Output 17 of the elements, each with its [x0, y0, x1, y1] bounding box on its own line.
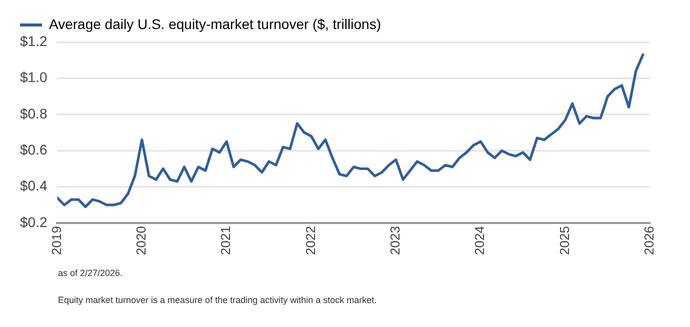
y-tick-label: $1.2: [20, 32, 48, 49]
x-tick-label: 2025: [556, 226, 572, 255]
y-tick-label: $1.0: [20, 69, 48, 86]
y-tick-label: $0.4: [20, 178, 48, 194]
text: as of 2/27/2026.: [58, 268, 123, 278]
x-tick-label: 2021: [218, 226, 234, 255]
y-tick-label: $0.2: [20, 214, 48, 230]
x-tick-label: 2023: [388, 226, 403, 255]
y-tick-label: $0.8: [20, 105, 48, 122]
x-tick-label: 2026: [642, 226, 657, 255]
y-tick-label: $0.6: [20, 142, 48, 158]
x-tick-label: 2024: [472, 226, 488, 255]
x-tick-label: 2019: [48, 226, 64, 255]
x-tick-label: 2022: [302, 226, 318, 255]
x-tick-label: 2020: [134, 226, 149, 255]
text: Equity market turnover is a measure of the trading activity within a stock market.: [58, 295, 377, 305]
legend-label: Average daily U.S. equity-market turnover ($, trillions): [49, 16, 381, 32]
